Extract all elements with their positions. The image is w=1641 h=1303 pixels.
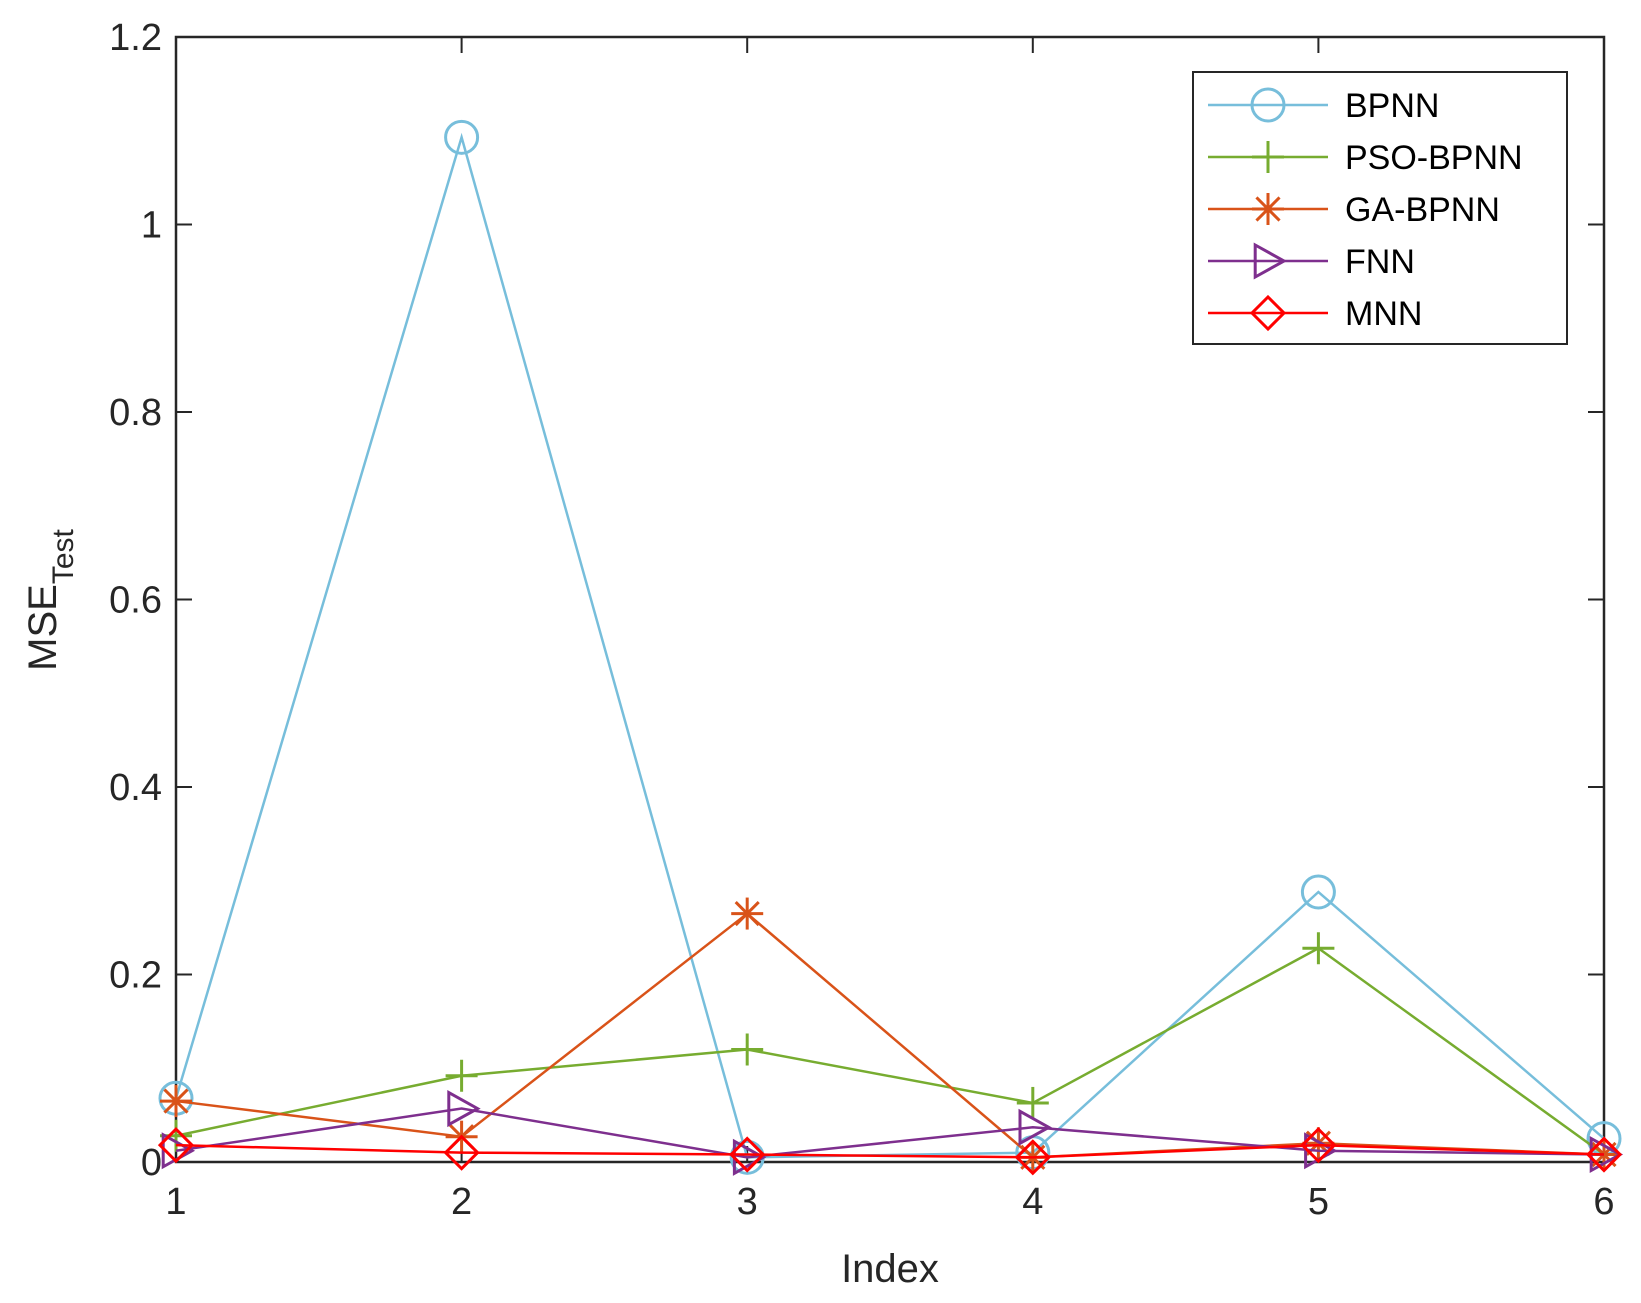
data-point [1302,932,1335,965]
y-axis-title-subscript: Test [47,528,80,584]
legend-item: MNN [1208,294,1422,333]
y-axis-title-base: MSE [21,584,65,671]
legend-label: GA-BPNN [1345,191,1500,229]
data-point [731,1033,764,1066]
y-tick-label: 0.4 [109,767,162,809]
x-tick-label: 2 [451,1181,472,1223]
legend-marker [1253,242,1288,280]
data-point [443,1134,480,1171]
series-line [175,911,1605,1159]
series-mnn [157,1127,1623,1176]
x-tick-label: 5 [1308,1181,1329,1223]
legend: BPNN PSO-BPNN GA-BPNN FNN MNN [1192,71,1568,345]
legend-label: BPNN [1345,87,1439,125]
data-point [729,1136,766,1173]
legend-marker [1252,141,1284,173]
data-point [160,1085,192,1118]
data-point [1300,1127,1337,1164]
legend-marker [1249,294,1287,332]
y-tick-label: 0 [141,1142,162,1184]
data-point [1014,1139,1051,1176]
data-point [1016,1086,1049,1119]
y-tick-label: 0.8 [109,392,162,434]
y-axis-title: MSETest [21,528,80,670]
data-point [1018,1108,1052,1146]
legend-item: GA-BPNN [1208,191,1500,229]
legend-label: PSO-BPNN [1345,139,1523,177]
x-axis-title: Index [841,1247,939,1291]
series-line [175,1143,1605,1159]
x-tick-label: 3 [737,1181,758,1223]
data-point [447,1090,481,1128]
data-point [1300,874,1336,910]
legend-item: PSO-BPNN [1208,139,1523,177]
data-point [445,1059,478,1092]
x-tick-label: 4 [1022,1181,1043,1223]
legend-item: FNN [1208,242,1415,281]
legend-label: FNN [1345,243,1415,281]
y-tick-label: 1.2 [109,17,162,59]
legend-label: MNN [1345,295,1422,333]
series-line [175,1107,1605,1159]
data-point [157,1127,195,1164]
x-tick-label: 6 [1593,1181,1614,1223]
series-layer [157,119,1624,1176]
legend-item: BPNN [1208,87,1439,125]
y-tick-label: 0.6 [109,580,162,622]
x-tick-label: 1 [165,1181,186,1223]
legend-marker [1252,193,1284,225]
data-point [444,119,480,155]
x-axis-ticks: 1 2 3 4 5 6 [165,37,1615,1223]
y-tick-label: 0.2 [109,955,162,997]
series-line [175,946,1605,1156]
data-point [1585,1136,1623,1173]
legend-marker [1250,87,1286,123]
y-axis-ticks: 0 0.2 0.4 0.6 0.8 1 1.2 [109,17,1604,1184]
data-point [731,897,764,930]
y-tick-label: 1 [141,205,162,247]
legend-entries: BPNN PSO-BPNN GA-BPNN FNN MNN [1208,87,1523,333]
